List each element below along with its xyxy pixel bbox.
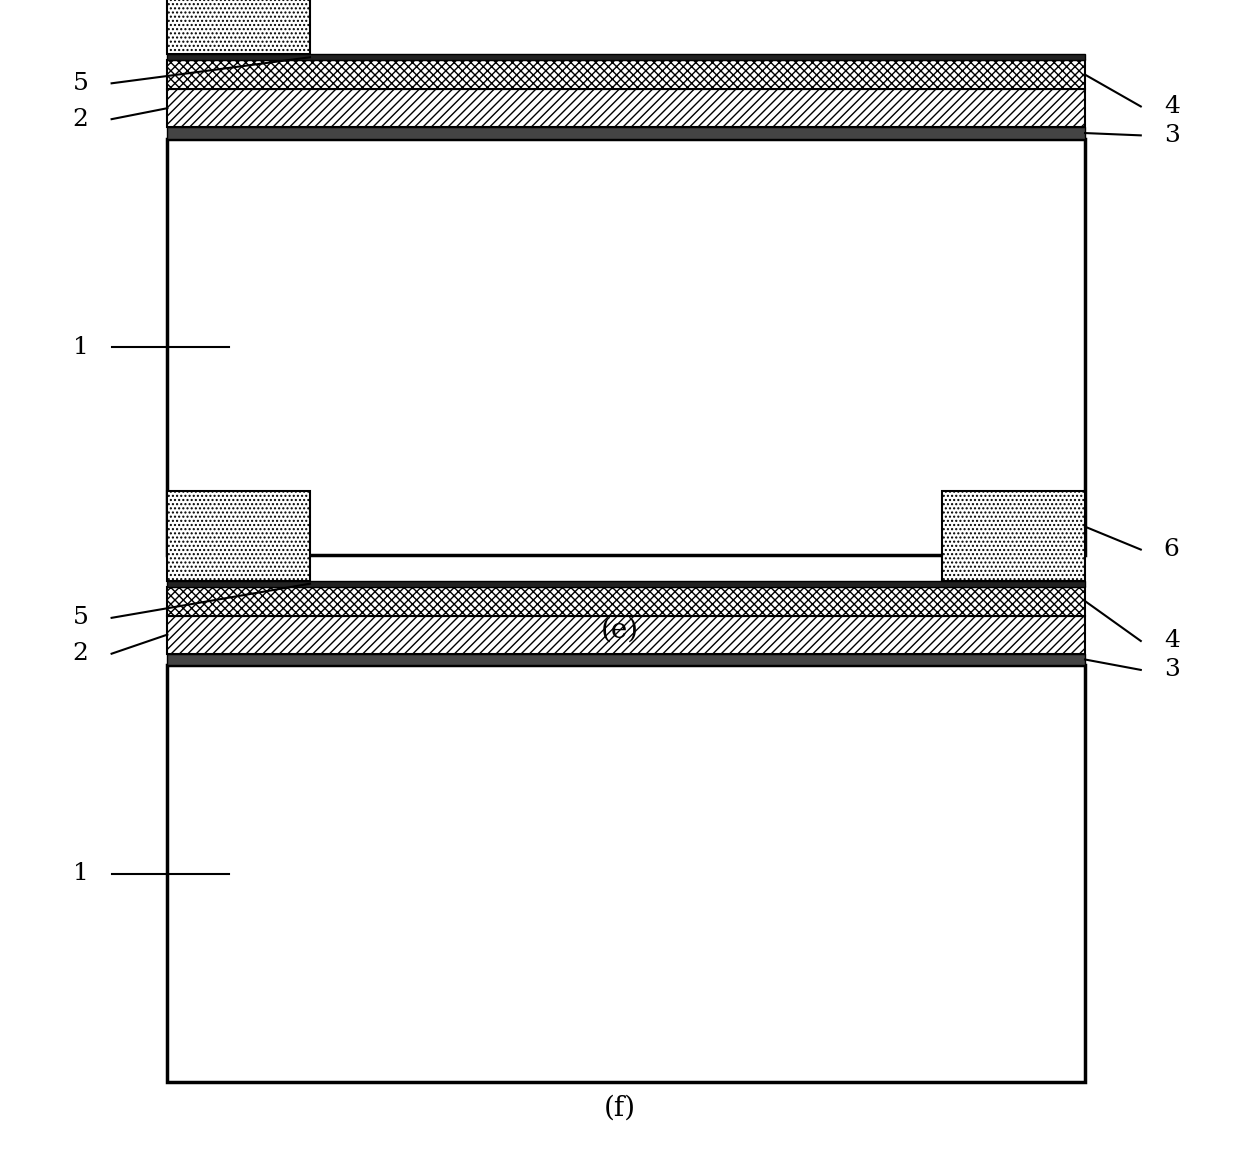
Text: 1: 1: [73, 336, 88, 359]
Bar: [167, 654, 1085, 665]
Text: 2: 2: [73, 108, 88, 131]
Bar: [167, 127, 1085, 139]
Text: (e): (e): [601, 617, 639, 644]
Bar: [167, 587, 1085, 616]
Text: 4: 4: [1164, 95, 1179, 118]
Text: 5: 5: [73, 72, 88, 95]
Text: 6: 6: [1164, 538, 1179, 561]
Bar: [167, 0, 310, 54]
Text: (f): (f): [604, 1095, 636, 1122]
Bar: [167, 665, 1085, 1082]
Text: 3: 3: [1164, 124, 1179, 147]
Bar: [167, 89, 1085, 127]
Bar: [167, 616, 1085, 654]
Text: 3: 3: [1164, 658, 1179, 681]
Bar: [167, 60, 1085, 89]
Bar: [167, 54, 1085, 60]
Bar: [167, 581, 1085, 587]
Bar: [167, 139, 1085, 555]
Text: 1: 1: [73, 862, 88, 885]
Text: 2: 2: [73, 642, 88, 665]
Text: 5: 5: [73, 606, 88, 629]
Bar: [167, 491, 310, 581]
Text: 4: 4: [1164, 629, 1179, 653]
Bar: [942, 491, 1085, 581]
